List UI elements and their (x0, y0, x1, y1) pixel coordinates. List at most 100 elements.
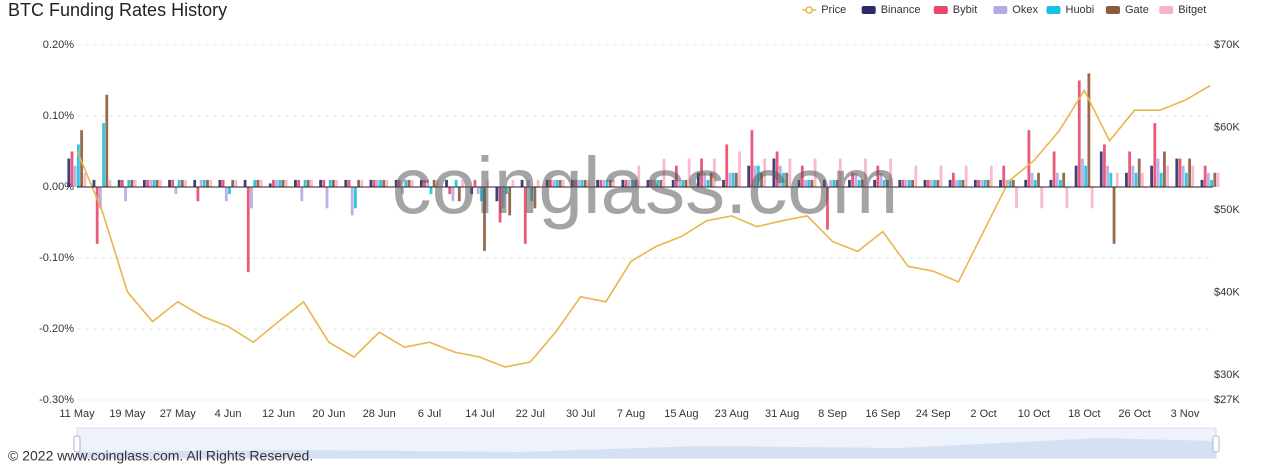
bar (712, 158, 716, 187)
legend-item[interactable]: Gate (1106, 4, 1149, 16)
bar (1040, 187, 1044, 209)
bar (772, 158, 776, 187)
bar (83, 172, 87, 187)
bar (609, 179, 612, 187)
legend-item[interactable]: Huobi (1046, 4, 1095, 16)
bar (964, 165, 968, 187)
bar (1185, 172, 1188, 187)
bar (1087, 73, 1091, 187)
bar (656, 179, 659, 187)
bar (1065, 187, 1069, 209)
x-tick-label: 18 Oct (1068, 408, 1100, 420)
bar (294, 179, 297, 187)
bar (738, 151, 741, 187)
bar (854, 172, 858, 187)
bar (1134, 172, 1138, 187)
bar (822, 179, 826, 187)
legend-item[interactable]: Price (802, 4, 846, 16)
bar (555, 179, 559, 187)
bar (753, 165, 757, 187)
bar (637, 165, 641, 187)
bar (174, 187, 178, 195)
watermark: coinglass.com (392, 141, 899, 230)
bar (652, 179, 656, 187)
y2-tick-label: $60K (1214, 121, 1240, 133)
bar (278, 179, 282, 187)
bar (700, 158, 703, 187)
bar (511, 179, 515, 187)
bar (221, 179, 225, 187)
legend-swatch (1159, 6, 1174, 14)
x-tick-label: 30 Jul (566, 408, 595, 420)
legend-item[interactable]: Binance (861, 4, 921, 16)
bar (275, 179, 279, 187)
bar (479, 187, 483, 202)
x-tick-label: 24 Sep (916, 408, 951, 420)
legend-item[interactable]: Okex (993, 4, 1038, 16)
bar (357, 179, 360, 187)
bar (426, 179, 430, 187)
bar (583, 179, 587, 187)
bar (706, 179, 710, 187)
zoom-handle[interactable] (73, 435, 81, 453)
bar (375, 179, 379, 187)
bar (552, 179, 556, 187)
bar (646, 179, 650, 187)
bar (272, 179, 275, 187)
bar (826, 187, 829, 230)
bar (1011, 179, 1015, 187)
bar (1081, 158, 1084, 187)
x-tick-label: 16 Sep (865, 408, 900, 420)
bar (1106, 165, 1110, 187)
bar (234, 179, 238, 187)
bar (231, 179, 235, 187)
bar (549, 179, 552, 187)
bar (804, 179, 807, 187)
bar (728, 172, 732, 187)
bar (832, 179, 836, 187)
legend-swatch (993, 6, 1008, 14)
bar (898, 179, 902, 187)
bar (1109, 172, 1113, 187)
bar (382, 179, 386, 187)
bar (347, 179, 351, 187)
bar (961, 179, 965, 187)
bar (401, 187, 404, 195)
bar (722, 179, 725, 187)
x-tick-label: 19 May (109, 408, 146, 420)
bar (612, 179, 616, 187)
bar (873, 179, 877, 187)
bar (505, 187, 508, 195)
y-tick-label: 0.10% (43, 110, 74, 122)
bar (788, 158, 792, 187)
bar (372, 179, 376, 187)
bar (419, 179, 423, 187)
bar (171, 179, 175, 187)
bar (158, 179, 162, 187)
bar (926, 179, 930, 187)
legend-item[interactable]: Bitget (1159, 4, 1206, 16)
bar (202, 179, 206, 187)
bar (580, 179, 584, 187)
bar (659, 179, 663, 187)
bar (999, 179, 1002, 187)
bar (149, 179, 153, 187)
bar (508, 187, 512, 216)
bar (983, 179, 987, 187)
bar (681, 179, 685, 187)
y-tick-label: 0.20% (43, 39, 74, 51)
bar (599, 179, 603, 187)
legend-item[interactable]: Bybit (933, 4, 977, 16)
legend-label: Gate (1125, 4, 1149, 16)
bar (756, 165, 760, 187)
bar (782, 172, 785, 187)
bar (310, 179, 313, 187)
bar (1077, 80, 1081, 187)
y2-tick-label: $70K (1214, 39, 1240, 51)
bar (325, 187, 329, 209)
bar (284, 179, 288, 187)
bar (889, 158, 893, 187)
bar (1216, 172, 1220, 187)
zoom-handle[interactable] (1212, 435, 1220, 453)
bar (807, 179, 811, 187)
